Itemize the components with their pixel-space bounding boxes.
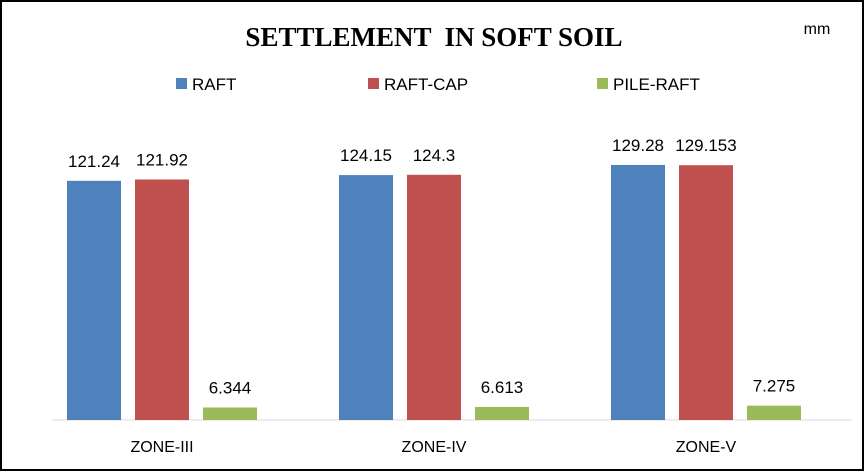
value-label-raft-cap-zone-iii: 121.92 (136, 150, 188, 169)
value-label-raft-cap-zone-v: 129.153 (675, 136, 736, 155)
bar-raft-zone-v (611, 164, 665, 420)
legend-label-raft: RAFT (192, 75, 236, 94)
legend-swatch-raft-cap (368, 78, 379, 89)
x-tick-label: ZONE-IV (402, 439, 467, 456)
value-labels-group: 121.24 121.92 6.344 124.15 124.3 6.613 129.28 1… (68, 136, 795, 398)
chart-title: SETTLEMENT IN SOFT SOIL (245, 22, 622, 52)
x-tick-label: ZONE-III (130, 439, 193, 456)
bar-raft-cap-zone-iii (135, 179, 189, 420)
legend-swatch-raft (176, 78, 187, 89)
value-label-raft-zone-v: 129.28 (612, 136, 664, 155)
value-label-raft-zone-iv: 124.15 (340, 146, 392, 165)
bar-raft-zone-iv (339, 175, 393, 420)
legend-label-raft-cap: RAFT-CAP (384, 75, 468, 94)
legend-label-pile-raft: PILE-RAFT (613, 75, 700, 94)
legend: RAFT RAFT-CAP PILE-RAFT (176, 75, 700, 94)
value-label-raft-cap-zone-iv: 124.3 (413, 146, 456, 165)
bar-pile-raft-zone-v (747, 405, 801, 420)
value-label-pile-raft-zone-iv: 6.613 (481, 378, 524, 397)
value-label-raft-zone-iii: 121.24 (68, 152, 120, 171)
x-tick-labels-group: ZONE-III ZONE-IV ZONE-V (130, 439, 736, 456)
value-label-pile-raft-zone-v: 7.275 (753, 377, 796, 396)
value-label-pile-raft-zone-iii: 6.344 (209, 378, 252, 397)
unit-label: mm (804, 21, 831, 38)
bar-raft-cap-zone-iv (407, 174, 461, 420)
x-tick-label: ZONE-V (676, 439, 737, 456)
bar-raft-cap-zone-v (679, 165, 733, 420)
bar-raft-zone-iii (67, 180, 121, 420)
legend-swatch-pile-raft (597, 78, 608, 89)
bar-pile-raft-zone-iv (475, 406, 529, 420)
bar-pile-raft-zone-iii (203, 407, 257, 420)
bars-group (67, 164, 801, 420)
